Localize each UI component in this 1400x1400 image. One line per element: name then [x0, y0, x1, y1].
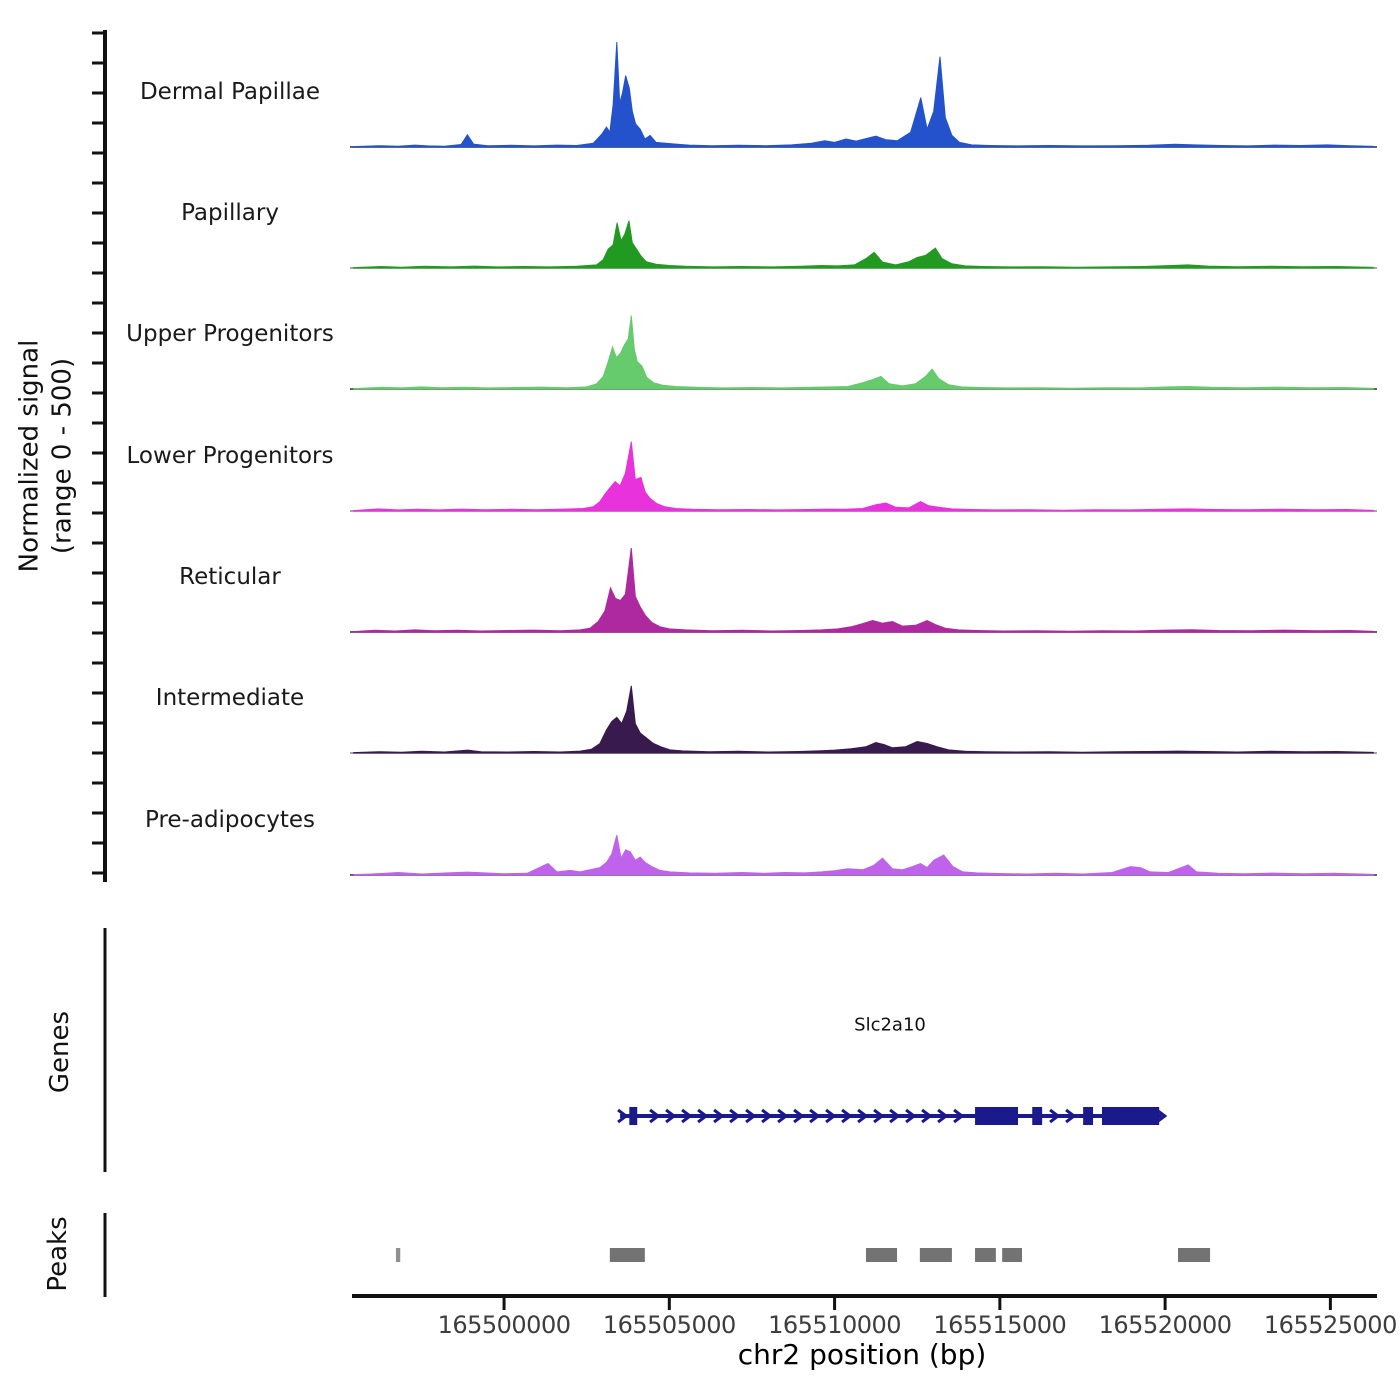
strand-arrow-icon [953, 1108, 965, 1124]
signal-area-upper-progenitors [353, 315, 1374, 390]
track-label-dermal-papillae: Dermal Papillae [139, 79, 321, 105]
peak-rect [1178, 1248, 1211, 1262]
y-axis-label-line1: Normalized signal [14, 339, 45, 573]
signal-area-pre-adipocytes [353, 834, 1374, 876]
strand-arrow-icon [889, 1108, 901, 1124]
strand-arrow-icon [841, 1108, 853, 1124]
gene-exon [1083, 1107, 1094, 1125]
track-label-pre-adipocytes: Pre-adipocytes [144, 807, 316, 833]
strand-arrow-icon [1155, 1108, 1168, 1124]
peak-rect [395, 1248, 401, 1262]
strand-arrow-icon [905, 1108, 917, 1124]
strand-arrow-icon [793, 1108, 805, 1124]
gene-exon [1101, 1107, 1160, 1125]
strand-arrow-icon [681, 1108, 693, 1124]
x-tick-label: 165520000 [1098, 1311, 1232, 1339]
x-tick-label: 165515000 [933, 1311, 1067, 1339]
signal-area-lower-progenitors [353, 441, 1374, 512]
strand-arrow-icon [825, 1108, 837, 1124]
track-label-lower-progenitors: Lower Progenitors [126, 443, 334, 469]
gene-name-label: Slc2a10 [854, 1014, 926, 1036]
peak-rect [865, 1248, 898, 1262]
gene-exon [1032, 1107, 1043, 1125]
signal-area-reticular [353, 547, 1374, 633]
strand-arrow-icon [1049, 1108, 1061, 1124]
genes-section-label: Genes [45, 1010, 75, 1094]
strand-arrow-icon [857, 1108, 869, 1124]
strand-arrow-icon [777, 1108, 789, 1124]
signal-area-dermal-papillae [353, 41, 1374, 148]
strand-arrow-icon [937, 1108, 949, 1124]
strand-arrow-icon [761, 1108, 773, 1124]
track-label-upper-progenitors: Upper Progenitors [126, 321, 334, 347]
track-label-intermediate: Intermediate [155, 685, 305, 711]
peak-rect [609, 1248, 645, 1262]
peaks-section-label: Peaks [43, 1216, 73, 1292]
gene-exon [975, 1107, 1019, 1125]
strand-arrow-icon [617, 1108, 629, 1124]
peak-rect [919, 1248, 952, 1262]
y-axis-label: Normalized signal (range 0 - 500) [14, 340, 79, 573]
strand-arrow-icon [729, 1108, 741, 1124]
gene-exon [629, 1107, 638, 1125]
peak-rect [1002, 1248, 1022, 1262]
track-label-papillary: Papillary [181, 200, 279, 226]
x-tick-label: 165505000 [602, 1311, 736, 1339]
x-axis-title: chr2 position (bp) [737, 1338, 987, 1371]
peak-rect [975, 1248, 996, 1262]
x-tick-label: 165525000 [1263, 1311, 1397, 1339]
strand-arrow-icon [873, 1108, 885, 1124]
strand-arrow-icon [809, 1108, 821, 1124]
x-tick-label: 165500000 [437, 1311, 571, 1339]
track-label-reticular: Reticular [179, 564, 281, 590]
strand-arrow-icon [697, 1108, 709, 1124]
strand-arrow-icon [745, 1108, 757, 1124]
y-axis-label-line2: (range 0 - 500) [47, 357, 77, 555]
strand-arrow-icon [921, 1108, 933, 1124]
strand-arrow-icon [1065, 1108, 1077, 1124]
signal-area-papillary [353, 220, 1374, 269]
signal-area-intermediate [353, 685, 1374, 754]
x-tick-label: 165510000 [768, 1311, 902, 1339]
strand-arrow-icon [665, 1108, 677, 1124]
strand-arrow-icon [649, 1108, 661, 1124]
strand-arrow-icon [713, 1108, 725, 1124]
